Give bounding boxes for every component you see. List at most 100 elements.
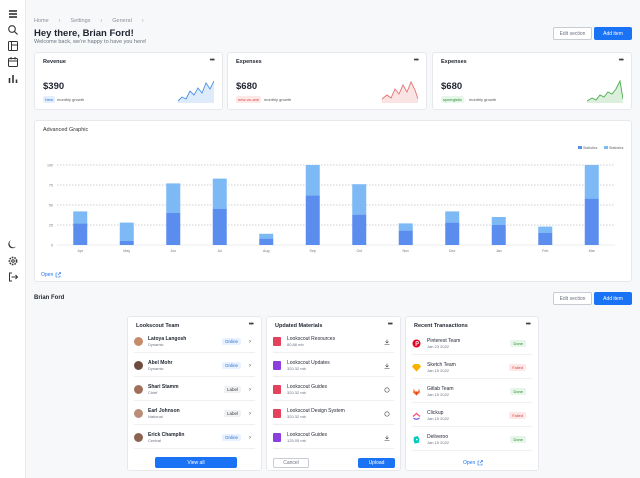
file-icon — [273, 433, 281, 442]
status-badge: Done — [510, 436, 526, 443]
team-member-row[interactable]: Erick Champlin Central Online › — [134, 427, 255, 449]
transaction-row[interactable]: Clickup Jan 15 2022 Failed — [412, 405, 532, 427]
status-badge: Label — [223, 410, 241, 417]
material-row[interactable]: Lookscout Resources 80.88 mb — [273, 331, 394, 353]
transaction-row[interactable]: Gitlab Team Jan 15 2022 Done — [412, 381, 532, 403]
material-row[interactable]: Lookscout Design System 320.32 mb — [273, 403, 394, 425]
kpi-title: Expenses — [441, 59, 467, 65]
more-icon[interactable]: ••• — [387, 321, 393, 328]
breadcrumb: Home › Settings › General › — [34, 18, 144, 24]
bar-may-s1 — [119, 241, 134, 245]
gear-icon[interactable] — [7, 255, 19, 267]
chevron-right-icon[interactable]: › — [249, 386, 251, 393]
download-icon[interactable] — [384, 363, 390, 369]
add-item-button[interactable]: Add item — [594, 27, 632, 40]
member-role: Central — [148, 437, 161, 443]
chevron-right-icon[interactable]: › — [249, 338, 251, 345]
search-icon[interactable] — [7, 24, 19, 36]
transactions-open-link[interactable]: Open — [463, 460, 484, 466]
bar-jun-s2 — [166, 183, 181, 213]
sparkline-expenses — [382, 80, 418, 103]
material-row[interactable]: Lookscout Guides 125.05 mb — [273, 427, 394, 449]
layout-icon[interactable] — [7, 40, 19, 52]
x-tick-label: Jul — [217, 249, 222, 253]
edit-section-button[interactable]: Edit section — [553, 292, 592, 305]
x-tick-label: Jan — [496, 249, 502, 253]
external-link-icon — [477, 460, 484, 466]
page-subtitle: Welcome back, we're happy to have you he… — [34, 39, 147, 45]
logout-icon[interactable] — [7, 271, 19, 283]
chevron-right-icon[interactable]: › — [249, 434, 251, 441]
bar-feb-s2 — [538, 226, 553, 233]
bar-nov-s1 — [398, 230, 413, 245]
x-tick-label: Aug — [263, 249, 269, 253]
transaction-row[interactable]: Sketch Team Jan 15 2022 Failed — [412, 357, 532, 379]
more-icon[interactable]: ••• — [209, 57, 215, 64]
member-name: Shari Stamm — [148, 383, 179, 390]
loading-icon[interactable] — [384, 410, 390, 417]
edit-section-button[interactable]: Edit section — [553, 27, 592, 40]
loading-icon[interactable] — [384, 386, 390, 393]
file-name: Lookscout Guides — [287, 431, 328, 438]
chevron-right-icon[interactable]: › — [249, 362, 251, 369]
open-label: Open — [41, 272, 54, 278]
deliveroo-logo-icon — [412, 435, 421, 444]
x-tick-label: Dec — [449, 249, 456, 253]
file-name: Lookscout Updates — [287, 359, 330, 366]
pinterest-logo-icon — [412, 339, 421, 348]
member-role: Chief — [148, 389, 158, 395]
sidebar — [0, 0, 26, 478]
member-name: Erick Champlin — [148, 431, 185, 438]
breadcrumb-general[interactable]: General — [112, 18, 132, 24]
pdf-file-icon — [273, 385, 281, 394]
file-size: 80.88 mb — [287, 341, 304, 347]
breadcrumb-home[interactable]: Home — [34, 18, 49, 24]
status-badge: Online — [221, 434, 241, 441]
material-row[interactable]: Lookscout Updates 320.32 mb — [273, 355, 394, 377]
status-badge: Online — [221, 338, 241, 345]
more-icon[interactable]: ••• — [248, 321, 254, 328]
analytics-icon[interactable] — [7, 73, 19, 85]
team-member-row[interactable]: Abel Mohr Dynamic Online › — [134, 355, 255, 377]
chevron-right-icon[interactable]: › — [249, 410, 251, 417]
add-item-button[interactable]: Add item — [594, 292, 632, 305]
member-role: Dynamic — [148, 365, 164, 371]
upload-button[interactable]: Upload — [358, 458, 395, 468]
team-member-row[interactable]: Latoya Langosh Dynamic Online › — [134, 331, 255, 353]
kpi-value: $680 — [236, 81, 258, 92]
x-tick-label: Feb — [542, 249, 548, 253]
transaction-name: Deliveroo — [427, 433, 449, 440]
bar-oct-s1 — [352, 214, 367, 245]
more-icon[interactable]: ••• — [413, 57, 419, 64]
team-member-row[interactable]: Shari Stamm Chief Label › — [134, 379, 255, 401]
download-icon[interactable] — [384, 339, 390, 345]
transaction-name: Clickup — [427, 409, 444, 416]
breadcrumb-settings[interactable]: Settings — [70, 18, 91, 24]
kpi-badge: New — [43, 96, 56, 103]
kpi-card-revenue: Revenue ••• $390 New monthly growth — [34, 52, 223, 110]
avatar — [134, 433, 143, 442]
transaction-date: Jan 23 2022 — [427, 343, 450, 349]
download-icon[interactable] — [384, 435, 390, 441]
transaction-name: Sketch Team — [427, 361, 456, 368]
chart-open-link[interactable]: Open — [41, 272, 62, 278]
logo-icon[interactable] — [7, 8, 19, 20]
transaction-date: Jan 15 2022 — [427, 415, 450, 421]
kpi-card-expenses-2: Expenses ••• $680 synergistic monthly gr… — [432, 52, 632, 110]
more-icon[interactable]: ••• — [618, 57, 624, 64]
bar-nov-s2 — [398, 223, 413, 231]
transaction-row[interactable]: Pinterest Team Jan 23 2022 Done — [412, 333, 532, 355]
status-badge: Done — [510, 340, 526, 347]
y-tick-label: 100 — [47, 163, 53, 167]
transaction-row[interactable]: Deliveroo Jan 15 2022 Done — [412, 429, 532, 451]
x-tick-label: Nov — [403, 249, 410, 253]
team-member-row[interactable]: Earl Johnson National Label › — [134, 403, 255, 425]
moon-icon[interactable] — [7, 238, 19, 250]
material-row[interactable]: Lookscout Guides 320.32 mb — [273, 379, 394, 401]
more-icon[interactable]: ••• — [525, 321, 531, 328]
transaction-date: Jan 15 2022 — [427, 367, 450, 373]
cancel-button[interactable]: Cancel — [273, 458, 309, 468]
view-all-button[interactable]: View all — [155, 457, 237, 468]
calendar-icon[interactable] — [7, 56, 19, 68]
x-tick-label: Oct — [356, 249, 362, 253]
